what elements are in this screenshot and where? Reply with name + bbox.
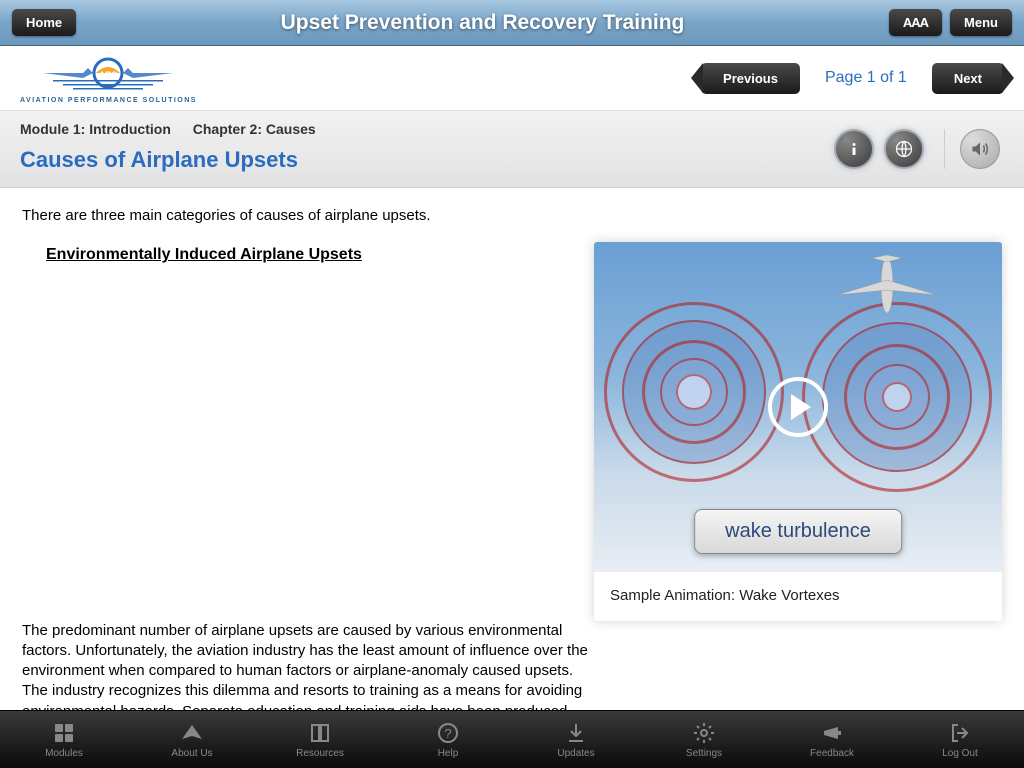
tab-label: Feedback [810,748,854,759]
tab-label: Settings [686,748,722,759]
audio-button[interactable] [960,129,1000,169]
tab-feedback[interactable]: Feedback [768,711,896,768]
top-toolbar: Home Upset Prevention and Recovery Train… [0,0,1024,46]
page-nav: Previous Page 1 of 1 Next [701,63,1004,94]
tab-resources[interactable]: Resources [256,711,384,768]
page-title: Causes of Airplane Upsets [20,147,834,173]
home-button[interactable]: Home [12,9,76,36]
info-button[interactable] [834,129,874,169]
intro-text: There are three main categories of cause… [22,206,1002,226]
play-button[interactable] [768,377,828,437]
bottom-tabbar: Modules About Us Resources ? Help Update… [0,710,1024,768]
tab-logout[interactable]: Log Out [896,711,1024,768]
svg-text:?: ? [444,726,451,741]
tab-label: Resources [296,748,344,759]
tab-modules[interactable]: Modules [0,711,128,768]
tab-settings[interactable]: Settings [640,711,768,768]
video-label: wake turbulence [694,509,902,554]
next-button[interactable]: Next [932,63,1004,94]
breadcrumb-module: Module 1: Introduction [20,121,171,137]
font-size-button[interactable]: AAA [889,9,942,36]
logo-text: AVIATION PERFORMANCE SOLUTIONS [20,97,197,104]
tab-about[interactable]: About Us [128,711,256,768]
video-caption: Sample Animation: Wake Vortexes [594,572,1002,620]
tab-help[interactable]: ? Help [384,711,512,768]
content-area: There are three main categories of cause… [0,188,1024,732]
menu-button[interactable]: Menu [950,9,1012,36]
tab-label: Log Out [942,748,978,759]
airplane-icon [832,250,942,320]
tab-updates[interactable]: Updates [512,711,640,768]
previous-button[interactable]: Previous [701,63,800,94]
tab-label: About Us [171,748,212,759]
video-card: wake turbulence Sample Animation: Wake V… [594,242,1002,620]
header-bar: APS AVIATION PERFORMANCE SOLUTIONS Previ… [0,46,1024,111]
globe-button[interactable] [884,129,924,169]
video-thumbnail[interactable]: wake turbulence [594,242,1002,572]
svg-text:APS: APS [99,70,118,80]
breadcrumb: Module 1: Introduction Chapter 2: Causes [20,121,834,137]
tab-label: Updates [557,748,594,759]
tab-label: Help [438,748,459,759]
breadcrumb-chapter: Chapter 2: Causes [193,121,316,137]
page-indicator: Page 1 of 1 [825,69,907,87]
logo: APS AVIATION PERFORMANCE SOLUTIONS [20,53,197,104]
tab-label: Modules [45,748,83,759]
subheader: Module 1: Introduction Chapter 2: Causes… [0,111,1024,188]
app-title: Upset Prevention and Recovery Training [76,11,889,35]
